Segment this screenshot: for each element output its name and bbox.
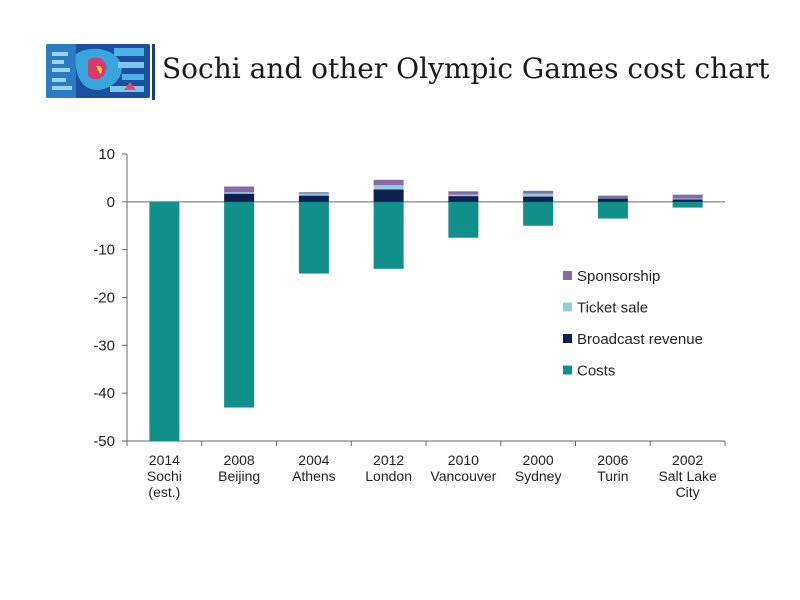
bar-costs [298, 201, 329, 274]
x-category-label: 2004 Athens [292, 452, 336, 484]
legend-swatch-broadcast-revenue [563, 334, 572, 343]
page-title: Sochi and other Olympic Games cost chart [162, 52, 770, 85]
bar-sponsorship [523, 190, 554, 194]
bar-sponsorship [373, 179, 404, 186]
bar-sponsorship [448, 191, 479, 195]
bar-sponsorship [224, 186, 255, 193]
legend-swatch-costs [563, 365, 572, 375]
bar-broadcast-revenue [448, 196, 479, 202]
x-category-label: 2002 Salt Lake City [658, 452, 717, 500]
bar-broadcast-revenue [597, 198, 628, 202]
bar-ticket-sale [448, 194, 479, 197]
legend-label-sponsorship: Sponsorship [577, 268, 660, 285]
bar-costs [149, 201, 180, 441]
olympic-logo [46, 44, 150, 98]
x-category-label: 2010 Vancouver [430, 452, 496, 484]
bar-ticket-sale [373, 185, 404, 190]
bar-broadcast-revenue [224, 193, 255, 202]
y-tick-label: -40 [93, 385, 115, 402]
bar-costs [597, 201, 628, 219]
x-category-label: 2014 Sochi (est.) [147, 452, 182, 500]
legend-label-broadcast-revenue: Broadcast revenue [577, 331, 703, 348]
bar-broadcast-revenue [373, 189, 404, 202]
legend-swatch-sponsorship [563, 271, 572, 280]
bar-costs [672, 201, 703, 208]
x-category-label: 2006 Turin [597, 452, 628, 484]
title-divider [152, 44, 155, 100]
x-category-label: 2008 Beijing [218, 452, 260, 484]
bar-sponsorship [597, 195, 628, 199]
y-tick-label: -20 [93, 290, 115, 307]
bar-ticket-sale [523, 193, 554, 197]
bar-costs [523, 201, 554, 226]
bar-sponsorship [298, 192, 329, 194]
y-tick-label: 0 [107, 194, 115, 211]
x-category-label: 2012 London [365, 452, 412, 484]
bar-costs [448, 201, 479, 238]
y-tick-label: 10 [98, 146, 115, 163]
bar-ticket-sale [672, 198, 703, 200]
y-tick-label: -50 [93, 433, 115, 450]
y-tick-label: -30 [93, 337, 115, 354]
bar-ticket-sale [224, 192, 255, 194]
bar-ticket-sale [298, 193, 329, 196]
legend-swatch-ticket-sale [563, 302, 572, 312]
y-tick-label: -10 [93, 242, 115, 259]
legend-label-ticket-sale: Ticket sale [577, 300, 648, 317]
bar-costs [373, 201, 404, 269]
bar-broadcast-revenue [523, 196, 554, 202]
x-category-label: 2000 Sydney [515, 452, 562, 484]
bar-broadcast-revenue [298, 195, 329, 202]
bar-broadcast-revenue [672, 199, 703, 202]
bar-sponsorship [672, 194, 703, 199]
legend-label-costs: Costs [577, 363, 615, 380]
bar-costs [224, 201, 255, 408]
